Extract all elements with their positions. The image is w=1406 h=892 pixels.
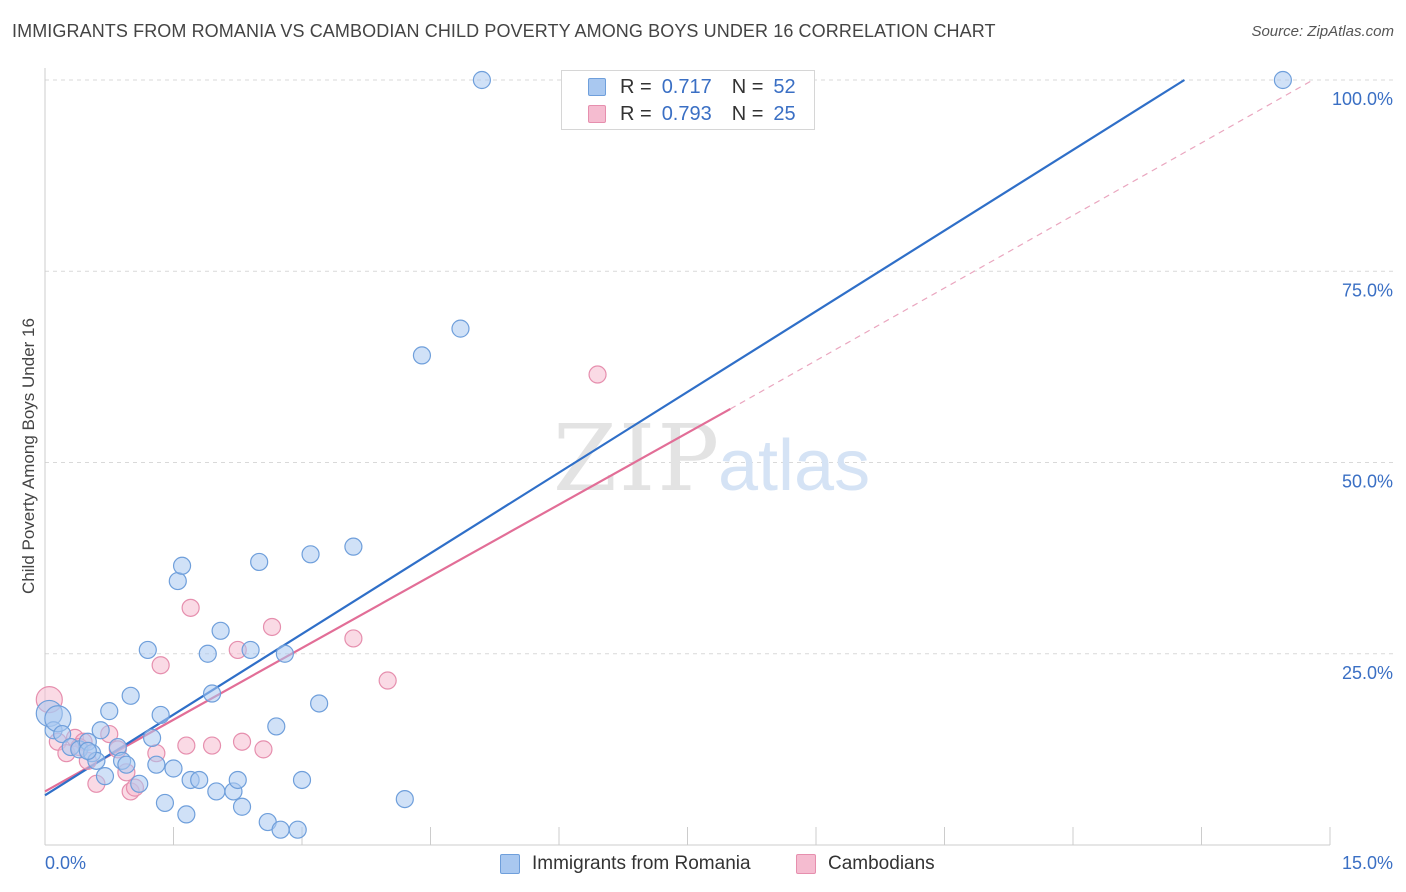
data-point-romania [155, 793, 175, 813]
data-point-romania [472, 70, 491, 90]
data-point-romania [232, 797, 252, 816]
legend-r-label: R = [620, 102, 652, 125]
y-tick-label: 50.0% [1342, 472, 1393, 492]
data-point-romania [241, 640, 260, 660]
legend-swatch-pink [588, 105, 606, 123]
y-tick-label: 75.0% [1342, 280, 1393, 300]
legend-n-value: 52 [773, 75, 796, 98]
bottom-legend-cambodians: Cambodians [796, 851, 935, 877]
data-point-romania [275, 644, 294, 663]
data-point-romania [117, 755, 136, 774]
data-point-cambodians [588, 365, 607, 384]
data-point-cambodians [177, 736, 196, 755]
trend-layer [44, 79, 1314, 797]
data-point-romania [91, 721, 110, 740]
y-axis-label: Child Poverty Among Boys Under 16 [19, 318, 38, 594]
watermark-atlas: atlas [718, 426, 870, 506]
points-layer [35, 70, 1292, 839]
legend-row-cambodians: R = 0.793 N = 25 [588, 101, 796, 127]
data-point-cambodians [344, 629, 363, 648]
data-point-romania [78, 741, 97, 761]
data-point-romania [1273, 70, 1292, 90]
legend-r-value: 0.793 [661, 102, 712, 125]
trendline-cambodians-extension [730, 79, 1314, 410]
data-point-romania [202, 684, 222, 703]
data-point-romania [211, 621, 230, 640]
data-point-romania [228, 770, 247, 790]
y-tick-label: 25.0% [1342, 663, 1393, 683]
data-point-romania [190, 770, 209, 790]
data-point-cambodians [378, 671, 397, 690]
data-point-cambodians [254, 740, 273, 759]
data-point-romania [95, 767, 115, 786]
legend-r-value: 0.717 [661, 75, 712, 98]
data-point-romania [301, 545, 320, 564]
data-point-cambodians [262, 617, 282, 637]
data-point-romania [138, 640, 157, 660]
trendline-cambodians [44, 407, 731, 793]
labels-layer: 25.0% 50.0% 75.0% 100.0% 0.0% 15.0% [45, 89, 1393, 873]
data-point-romania [53, 724, 72, 744]
data-point-romania [412, 346, 432, 365]
data-point-romania [198, 644, 217, 663]
x-tick-label: 15.0% [1342, 853, 1393, 873]
data-point-romania [142, 728, 162, 748]
data-point-romania [147, 755, 166, 774]
bottom-legend-romania: Immigrants from Romania [500, 851, 751, 877]
data-point-romania [310, 694, 329, 713]
data-point-romania [395, 789, 414, 809]
data-point-romania [151, 705, 170, 725]
data-point-romania [207, 782, 226, 801]
data-point-romania [288, 820, 307, 839]
data-point-romania [168, 571, 187, 591]
data-point-romania [344, 537, 363, 556]
data-point-cambodians [202, 736, 222, 755]
data-point-romania [100, 702, 119, 721]
grid-layer [45, 79, 1394, 655]
x-tick-label: 0.0% [45, 853, 86, 873]
y-tick-label: 100.0% [1332, 89, 1393, 109]
legend-swatch-pink [796, 854, 816, 874]
data-point-romania [130, 774, 149, 793]
source-label: Source: ZipAtlas.com [1251, 23, 1394, 40]
legend-n-label: N = [731, 75, 764, 98]
data-point-romania [267, 717, 286, 736]
watermark-zip: ZIP [553, 405, 721, 512]
data-point-romania [177, 805, 196, 824]
chart-title: IMMIGRANTS FROM ROMANIA VS CAMBODIAN CHI… [12, 21, 996, 41]
stats-legend: R = 0.717 N = 52 R = 0.793 N = 25 [561, 70, 815, 130]
legend-row-romania: R = 0.717 N = 52 [588, 74, 796, 100]
data-point-cambodians [232, 732, 252, 751]
data-point-romania [292, 770, 312, 790]
legend-swatch-blue [588, 78, 606, 96]
bottom-legend-label: Immigrants from Romania [532, 853, 751, 874]
data-point-cambodians [151, 656, 170, 675]
legend-r-label: R = [620, 75, 652, 98]
data-point-romania [271, 820, 290, 839]
data-point-romania [451, 319, 470, 338]
data-point-cambodians [181, 598, 200, 617]
legend-swatch-blue [500, 854, 520, 874]
data-point-romania [121, 686, 140, 705]
data-point-romania [164, 759, 183, 778]
legend-n-label: N = [731, 102, 764, 125]
data-point-romania [172, 556, 192, 575]
trendline-romania [44, 79, 1185, 797]
legend-n-value: 25 [773, 102, 796, 125]
bottom-legend-label: Cambodians [828, 853, 935, 874]
watermark: ZIP atlas [553, 405, 870, 512]
data-point-romania [250, 552, 269, 572]
